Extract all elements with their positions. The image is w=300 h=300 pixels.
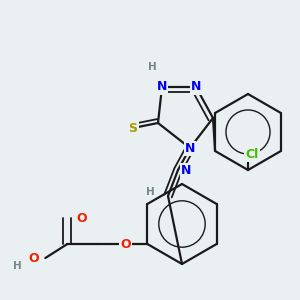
- Text: N: N: [191, 80, 201, 94]
- Text: O: O: [76, 212, 87, 224]
- Text: N: N: [157, 80, 167, 94]
- Text: N: N: [185, 142, 195, 154]
- Text: N: N: [181, 164, 191, 176]
- Text: Cl: Cl: [245, 148, 259, 160]
- Text: S: S: [128, 122, 137, 134]
- Text: H: H: [146, 187, 154, 197]
- Text: H: H: [13, 261, 22, 271]
- Text: O: O: [120, 238, 131, 250]
- Text: H: H: [148, 62, 156, 72]
- Text: O: O: [28, 251, 39, 265]
